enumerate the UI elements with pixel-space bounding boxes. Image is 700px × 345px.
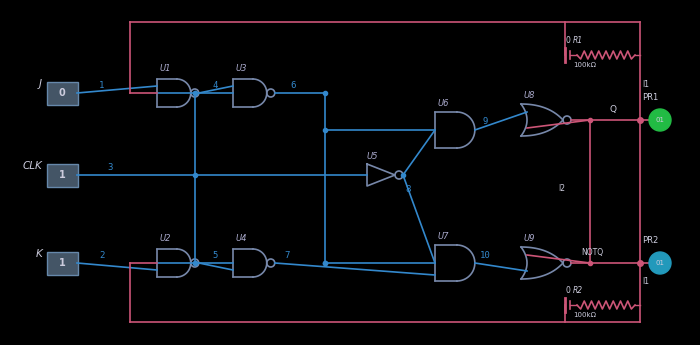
- Text: R1: R1: [573, 36, 583, 45]
- Text: I1: I1: [642, 277, 649, 286]
- Text: 0: 0: [566, 286, 570, 295]
- Text: 3: 3: [107, 164, 113, 172]
- Text: U5: U5: [367, 152, 379, 161]
- Text: I2: I2: [558, 184, 565, 193]
- Text: 10: 10: [480, 250, 490, 259]
- Text: 8: 8: [405, 185, 411, 194]
- Text: 100kΩ: 100kΩ: [573, 62, 596, 68]
- Text: R2: R2: [573, 286, 583, 295]
- Text: 4: 4: [212, 80, 218, 89]
- Text: CLK: CLK: [22, 161, 42, 171]
- Text: U6: U6: [438, 99, 449, 108]
- Text: U8: U8: [524, 91, 536, 100]
- Text: 01: 01: [655, 260, 664, 266]
- Text: 9: 9: [482, 118, 487, 127]
- Text: K: K: [35, 249, 42, 259]
- Text: 1: 1: [59, 258, 65, 268]
- Circle shape: [649, 252, 671, 274]
- Text: U3: U3: [236, 64, 248, 73]
- Text: U9: U9: [524, 234, 536, 243]
- Text: 1: 1: [59, 170, 65, 180]
- Text: U4: U4: [236, 234, 248, 243]
- Text: 2: 2: [99, 252, 105, 260]
- Text: 0: 0: [59, 88, 65, 98]
- Text: 6: 6: [290, 80, 295, 89]
- Text: I1: I1: [642, 80, 649, 89]
- Text: 1: 1: [99, 81, 105, 90]
- Text: J: J: [39, 79, 42, 89]
- Text: U7: U7: [438, 232, 449, 241]
- Text: U2: U2: [160, 234, 172, 243]
- Text: PR1: PR1: [642, 93, 658, 102]
- Text: Q: Q: [610, 105, 617, 114]
- Text: 0: 0: [566, 36, 570, 45]
- Text: 5: 5: [212, 250, 218, 259]
- Circle shape: [649, 109, 671, 131]
- Text: 7: 7: [284, 250, 289, 259]
- Text: 100kΩ: 100kΩ: [573, 312, 596, 318]
- Text: 01: 01: [655, 117, 664, 123]
- FancyBboxPatch shape: [46, 252, 78, 275]
- Text: PR2: PR2: [642, 236, 658, 245]
- FancyBboxPatch shape: [46, 81, 78, 105]
- FancyBboxPatch shape: [46, 164, 78, 187]
- Text: NOTQ: NOTQ: [581, 248, 603, 257]
- Text: U1: U1: [160, 64, 172, 73]
